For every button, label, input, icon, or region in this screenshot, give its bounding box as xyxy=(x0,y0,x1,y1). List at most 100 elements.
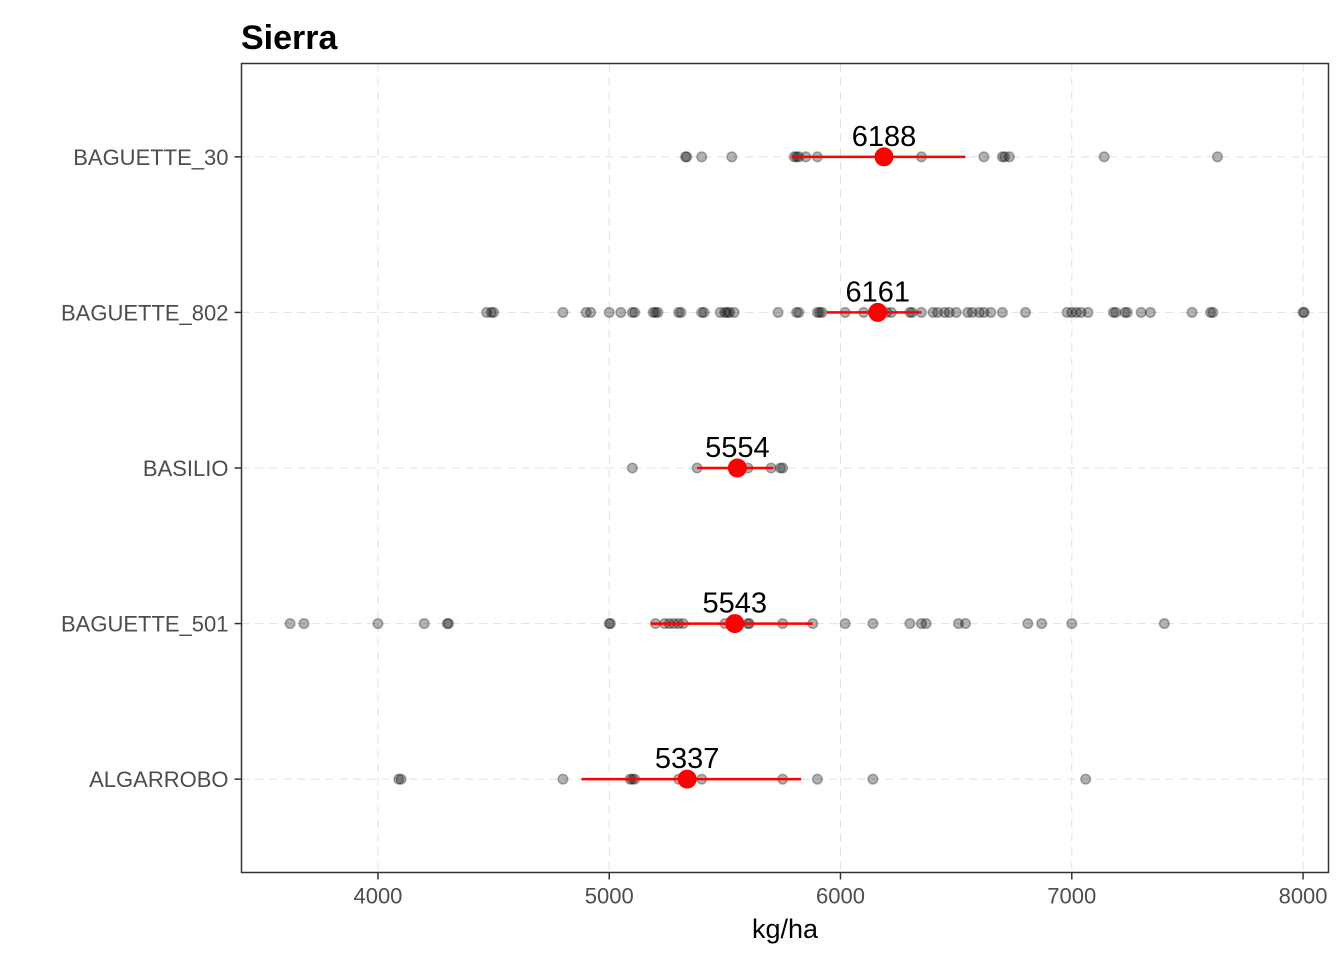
raw-data-point xyxy=(966,306,978,318)
raw-data-point xyxy=(1098,151,1110,163)
raw-data-point xyxy=(626,462,638,474)
raw-data-point xyxy=(714,306,726,318)
raw-data-point xyxy=(772,306,784,318)
raw-data-point xyxy=(985,306,997,318)
mean-value-label: 5543 xyxy=(703,588,768,620)
raw-data-point xyxy=(1082,306,1094,318)
raw-data-point xyxy=(950,306,962,318)
summary-layer: 6188 6161 5554 5543 5337 xyxy=(581,121,966,789)
raw-data-point xyxy=(1019,306,1032,318)
raw-data-point xyxy=(943,306,955,318)
raw-data-point xyxy=(604,618,616,630)
raw-data-point xyxy=(1003,151,1015,163)
raw-data-point xyxy=(973,306,985,318)
raw-data-point xyxy=(1158,618,1170,630)
raw-data-point xyxy=(442,618,455,630)
raw-data-point xyxy=(939,306,951,318)
raw-data-point xyxy=(814,306,826,318)
raw-data-point xyxy=(1119,306,1131,318)
raw-data-point xyxy=(673,306,685,318)
x-tick-label: 6000 xyxy=(816,884,865,909)
raw-data-point xyxy=(793,306,805,318)
raw-data-point xyxy=(996,306,1008,318)
raw-data-point xyxy=(481,306,493,318)
raw-data-point xyxy=(485,306,497,318)
chart-title: Sierra xyxy=(241,19,338,57)
raw-data-point xyxy=(1080,773,1092,785)
x-tick-label: 5000 xyxy=(585,884,634,909)
raw-data-point xyxy=(978,151,990,163)
raw-data-point xyxy=(1107,306,1119,318)
raw-data-point xyxy=(395,773,407,785)
mean-point xyxy=(677,769,697,789)
raw-data-point xyxy=(1207,306,1219,318)
raw-data-point xyxy=(1061,306,1073,318)
raw-data-point xyxy=(920,618,932,630)
raw-data-point xyxy=(284,618,296,630)
raw-data-point xyxy=(1144,306,1156,318)
raw-data-point xyxy=(1022,618,1034,630)
raw-data-point xyxy=(557,306,569,318)
raw-data-point xyxy=(999,151,1011,163)
y-tick-label: ALGARROBO xyxy=(89,767,228,792)
raw-data-point xyxy=(904,618,916,630)
raw-data-point xyxy=(791,306,803,318)
raw-data-point xyxy=(675,306,687,318)
raw-data-point xyxy=(615,306,627,318)
gridlines xyxy=(241,63,1329,873)
mean-value-label: 6161 xyxy=(845,276,910,308)
raw-data-point xyxy=(811,773,823,785)
raw-data-point xyxy=(626,306,638,318)
raw-data-point xyxy=(996,151,1008,163)
raw-data-point xyxy=(1110,306,1122,318)
raw-data-point xyxy=(649,306,662,318)
raw-data-point xyxy=(927,306,939,318)
raw-data-point xyxy=(726,151,738,163)
raw-data-point xyxy=(962,306,974,318)
raw-data-point xyxy=(1036,618,1048,630)
mean-point xyxy=(874,147,894,167)
raw-data-point xyxy=(774,462,786,474)
mean-value-label: 5554 xyxy=(705,432,770,464)
raw-data-point xyxy=(1211,151,1224,163)
x-axis-title: kg/ha xyxy=(752,914,819,944)
axes: 4000 5000 6000 7000 8000 ALGARROBO BAGUETTE_50… xyxy=(61,145,1328,909)
raw-data-point xyxy=(1298,306,1310,318)
raw-data-point xyxy=(681,151,693,163)
raw-data-point xyxy=(932,306,944,318)
raw-data-point xyxy=(696,306,708,318)
raw-data-point xyxy=(372,618,384,630)
x-tick-label: 8000 xyxy=(1279,884,1328,909)
raw-data-point xyxy=(719,306,731,318)
raw-data-point xyxy=(585,306,597,318)
raw-data-point xyxy=(811,306,823,318)
mean-value-label: 6188 xyxy=(852,121,917,153)
raw-data-point xyxy=(777,462,789,474)
y-tick-label: BAGUETTE_802 xyxy=(61,300,229,325)
mean-value-label: 5337 xyxy=(655,743,720,775)
mean-point xyxy=(727,458,747,478)
raw-data-point xyxy=(839,618,851,630)
raw-data-point xyxy=(959,618,971,630)
raw-data-point xyxy=(580,306,592,318)
raw-data-point xyxy=(680,151,692,163)
raw-data-point xyxy=(1186,306,1198,318)
y-tick-label: BAGUETTE_501 xyxy=(61,612,229,637)
x-tick-label: 7000 xyxy=(1047,884,1096,909)
raw-data-point xyxy=(867,618,879,630)
raw-data-point xyxy=(1204,306,1217,318)
raw-data-point xyxy=(915,618,928,630)
y-tick-label: BASILIO xyxy=(143,456,229,481)
raw-data-point xyxy=(1135,306,1147,318)
y-tick-label: BAGUETTE_30 xyxy=(73,145,228,170)
raw-data-point xyxy=(816,306,828,318)
raw-data-point xyxy=(1070,306,1082,318)
raw-data-point xyxy=(952,618,965,630)
raw-data-point xyxy=(652,306,664,318)
raw-data-point xyxy=(867,773,879,785)
raw-data-point xyxy=(441,618,453,630)
raw-data-point xyxy=(647,306,659,318)
raw-data-point xyxy=(629,306,641,318)
